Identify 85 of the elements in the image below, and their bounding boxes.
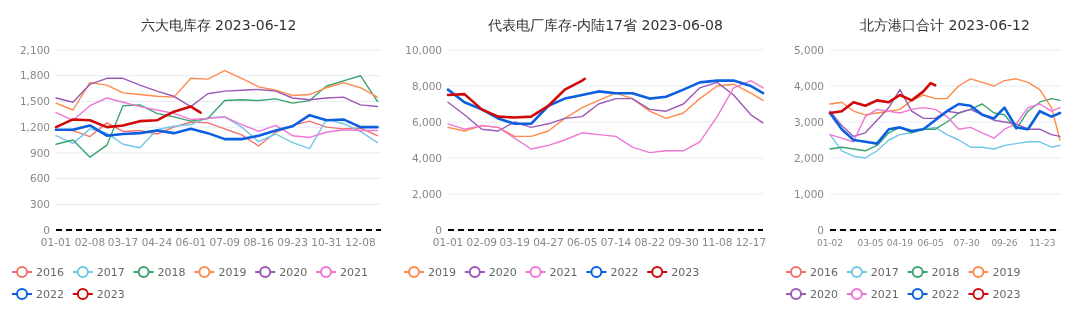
legend-label: 2017 [96, 265, 125, 279]
legend-label: 2020 [488, 265, 517, 279]
line-series [55, 77, 379, 108]
x-tick-label: 02-09 [466, 236, 498, 248]
chart-title: 六大电库存 2023-06-12 [140, 17, 297, 33]
legend-label: 2016 [36, 265, 64, 279]
x-tick-label: 06-05 [566, 236, 598, 248]
legend-label: 2023 [96, 287, 125, 301]
x-tick-label: 07-09 [209, 236, 241, 248]
x-tick-label: 09-30 [668, 236, 699, 248]
y-tick-label: 2,000 [411, 187, 442, 200]
x-tick-label: 04-24 [141, 236, 173, 248]
x-tick-label: 02-08 [74, 236, 106, 248]
y-tick-label: 1,000 [793, 187, 824, 200]
line-series [54, 113, 379, 141]
y-tick-label: 3,000 [793, 115, 824, 128]
line-series [829, 78, 1061, 141]
y-tick-label: 10,000 [405, 43, 442, 56]
legend-label: 2018 [931, 265, 960, 279]
legend-label: 2021 [870, 287, 899, 301]
y-tick-label: 2,000 [793, 151, 824, 164]
x-tick-label: 04-19 [886, 238, 914, 248]
legend-label: 2019 [992, 265, 1021, 279]
legend-label: 2018 [157, 265, 186, 279]
line-series [829, 126, 1061, 159]
x-tick-label: 07-14 [600, 236, 632, 248]
x-tick-label: 07-30 [953, 238, 980, 248]
legend-label: 2019 [428, 265, 456, 279]
x-tick-label: 06-05 [917, 238, 944, 248]
legend-label: 2020 [279, 265, 308, 279]
x-tick-label: 11-23 [1029, 238, 1056, 248]
line-series [54, 105, 202, 129]
y-tick-label: 0 [43, 223, 50, 236]
legend-label: 2021 [549, 265, 578, 279]
legend-label: 2023 [671, 265, 700, 279]
legend-label: 2022 [36, 287, 64, 301]
y-tick-label: 1,800 [19, 69, 50, 82]
line-series [828, 81, 937, 115]
y-tick-label: 0 [817, 223, 824, 236]
legend-label: 2016 [810, 265, 838, 279]
x-tick-label: 08-16 [243, 236, 275, 248]
x-tick-label: 01-01 [40, 236, 72, 248]
line-series [447, 79, 764, 154]
x-tick-label: 03-05 [857, 238, 884, 248]
legend-label: 2023 [992, 287, 1021, 301]
x-tick-label: 06-01 [175, 236, 207, 248]
legend-label: 2022 [610, 265, 639, 279]
x-tick-label: 12-08 [345, 236, 376, 248]
y-tick-label: 900 [29, 146, 50, 159]
y-tick-label: 4,000 [411, 151, 442, 164]
x-tick-label: 10-31 [311, 236, 342, 248]
x-tick-label: 04-27 [533, 236, 564, 248]
line-series [55, 69, 379, 111]
legend-label: 2022 [931, 287, 960, 301]
y-tick-label: 2,100 [19, 43, 50, 56]
x-tick-label: 03-19 [499, 236, 530, 248]
line-series [55, 97, 379, 139]
x-tick-label: 01-01 [432, 236, 464, 248]
y-tick-label: 1,200 [19, 120, 50, 133]
x-tick-label: 09-26 [991, 238, 1018, 248]
line-series [446, 79, 765, 126]
y-tick-label: 1,500 [19, 95, 50, 108]
x-tick-label: 09-23 [277, 236, 308, 248]
y-tick-label: 5,000 [793, 43, 824, 56]
x-tick-label: 01-02 [816, 238, 844, 248]
chart-title: 北方港口合计 2023-06-12 [860, 17, 1030, 33]
x-tick-label: 12-17 [735, 236, 767, 248]
y-tick-label: 0 [435, 223, 442, 236]
y-tick-label: 8,000 [411, 79, 442, 92]
y-tick-label: 4,000 [793, 79, 824, 92]
y-tick-label: 600 [29, 172, 50, 185]
line-series [55, 75, 379, 158]
legend-label: 2019 [218, 265, 247, 279]
chart-title: 代表电厂库存-内陆17省 2023-06-08 [487, 17, 723, 33]
y-tick-label: 300 [29, 197, 50, 210]
legend-label: 2020 [810, 287, 838, 301]
y-tick-label: 6,000 [411, 115, 442, 128]
x-tick-label: 11-08 [701, 236, 733, 248]
x-tick-label: 08-22 [634, 236, 665, 248]
legend-label: 2017 [870, 265, 899, 279]
legend-label: 2021 [340, 265, 368, 279]
x-tick-label: 03-17 [107, 236, 139, 248]
line-series [446, 77, 587, 119]
line-series [829, 88, 1061, 138]
line-series [829, 97, 1061, 152]
